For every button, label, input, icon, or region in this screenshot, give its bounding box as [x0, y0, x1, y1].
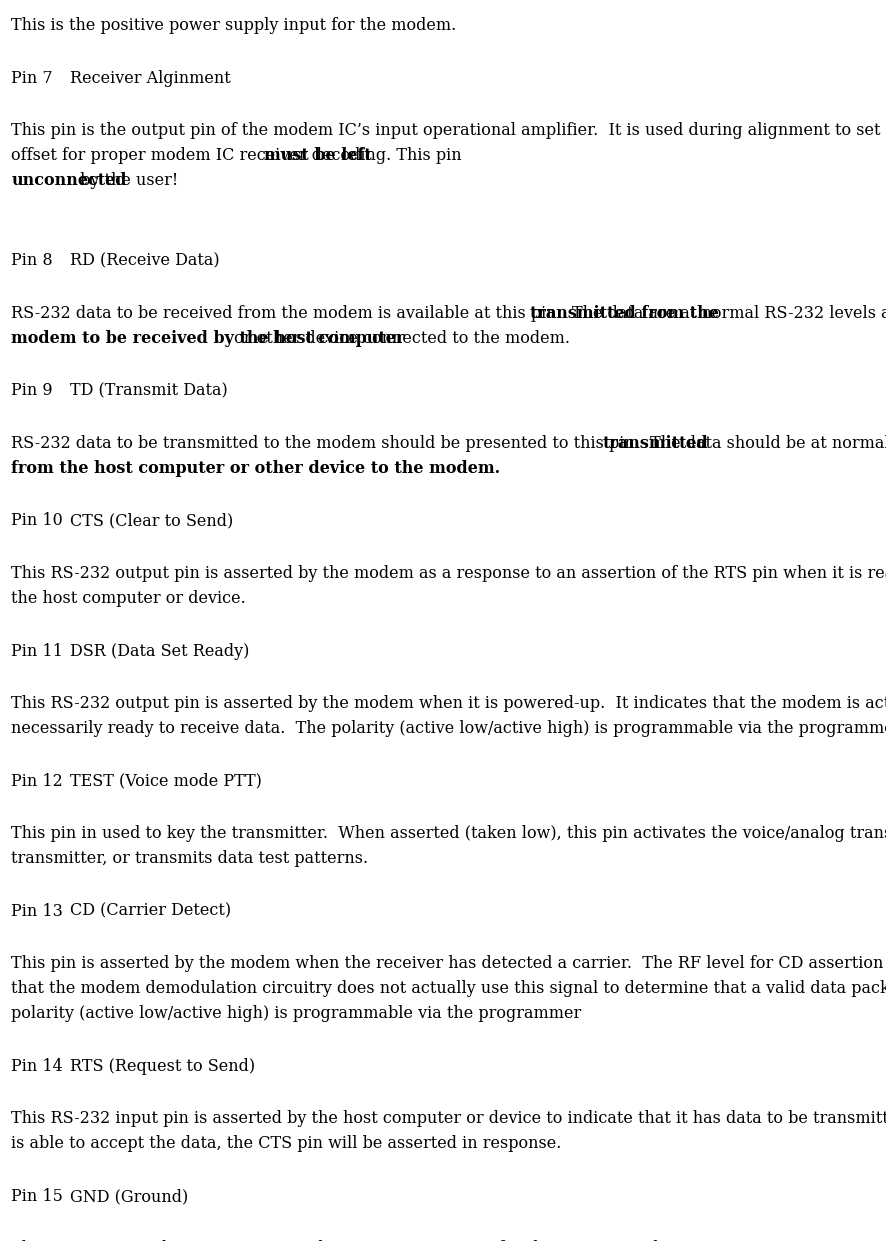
Text: by the user!: by the user! — [75, 172, 178, 189]
Text: Pin 10: Pin 10 — [12, 513, 63, 530]
Text: Pin 7: Pin 7 — [12, 69, 53, 87]
Text: Pin 8: Pin 8 — [12, 252, 53, 269]
Text: Pin 12: Pin 12 — [12, 773, 63, 789]
Text: or other device connected to the modem.: or other device connected to the modem. — [229, 330, 570, 346]
Text: transmitted: transmitted — [602, 434, 707, 452]
Text: unconnected: unconnected — [12, 172, 127, 189]
Text: polarity (active low/active high) is programmable via the programmer: polarity (active low/active high) is pro… — [12, 1005, 581, 1023]
Text: is able to accept the data, the CTS pin will be asserted in response.: is able to accept the data, the CTS pin … — [12, 1136, 566, 1153]
Text: Pin 15: Pin 15 — [12, 1188, 63, 1205]
Text: Pin 14: Pin 14 — [12, 1057, 63, 1075]
Text: the host computer or device.: the host computer or device. — [12, 589, 246, 607]
Text: This RS-232 output pin is asserted by the modem as a response to an assertion of: This RS-232 output pin is asserted by th… — [12, 565, 886, 582]
Text: must be left: must be left — [263, 148, 371, 164]
Text: DSR (Data Set Ready): DSR (Data Set Ready) — [70, 643, 250, 659]
Text: necessarily ready to receive data.  The polarity (active low/active high) is pro: necessarily ready to receive data. The p… — [12, 720, 886, 737]
Text: transmitter, or transmits data test patterns.: transmitter, or transmits data test patt… — [12, 850, 368, 867]
Text: Pin 11: Pin 11 — [12, 643, 63, 659]
Text: Receiver Alginment: Receiver Alginment — [70, 69, 231, 87]
Text: This pin is the output pin of the modem IC’s input operational amplifier.  It is: This pin is the output pin of the modem … — [12, 122, 886, 139]
Text: RD (Receive Data): RD (Receive Data) — [70, 252, 220, 269]
Text: modem to be received by the host computer: modem to be received by the host compute… — [12, 330, 404, 346]
Text: that the modem demodulation circuitry does not actually use this signal to deter: that the modem demodulation circuitry do… — [12, 980, 886, 998]
Text: RS-232 data to be transmitted to the modem should be presented to this pin.  The: RS-232 data to be transmitted to the mod… — [12, 434, 886, 452]
Text: Pin 13: Pin 13 — [12, 902, 63, 920]
Text: GND (Ground): GND (Ground) — [70, 1188, 189, 1205]
Text: This is the positive power supply input for the modem.: This is the positive power supply input … — [12, 17, 456, 34]
Text: TEST (Voice mode PTT): TEST (Voice mode PTT) — [70, 773, 262, 789]
Text: CTS (Clear to Send): CTS (Clear to Send) — [70, 513, 233, 530]
Text: This pin in used to key the transmitter.  When asserted (taken low), this pin ac: This pin in used to key the transmitter.… — [12, 825, 886, 843]
Text: TD (Transmit Data): TD (Transmit Data) — [70, 382, 228, 400]
Text: Pin 9: Pin 9 — [12, 382, 53, 400]
Text: transmitted from the: transmitted from the — [530, 305, 719, 321]
Text: This RS-232 output pin is asserted by the modem when it is powered-up.  It indic: This RS-232 output pin is asserted by th… — [12, 695, 886, 712]
Text: from the host computer or other device to the modem.: from the host computer or other device t… — [12, 460, 500, 477]
Text: This pin is asserted by the modem when the receiver has detected a carrier.  The: This pin is asserted by the modem when t… — [12, 956, 886, 972]
Text: RTS (Request to Send): RTS (Request to Send) — [70, 1057, 255, 1075]
Text: CD (Carrier Detect): CD (Carrier Detect) — [70, 902, 231, 920]
Text: This RS-232 input pin is asserted by the host computer or device to indicate tha: This RS-232 input pin is asserted by the… — [12, 1111, 886, 1127]
Text: offset for proper modem IC receiver decoding. This pin: offset for proper modem IC receiver deco… — [12, 148, 467, 164]
Text: RS-232 data to be received from the modem is available at this pin.  The data ar: RS-232 data to be received from the mode… — [12, 305, 886, 321]
